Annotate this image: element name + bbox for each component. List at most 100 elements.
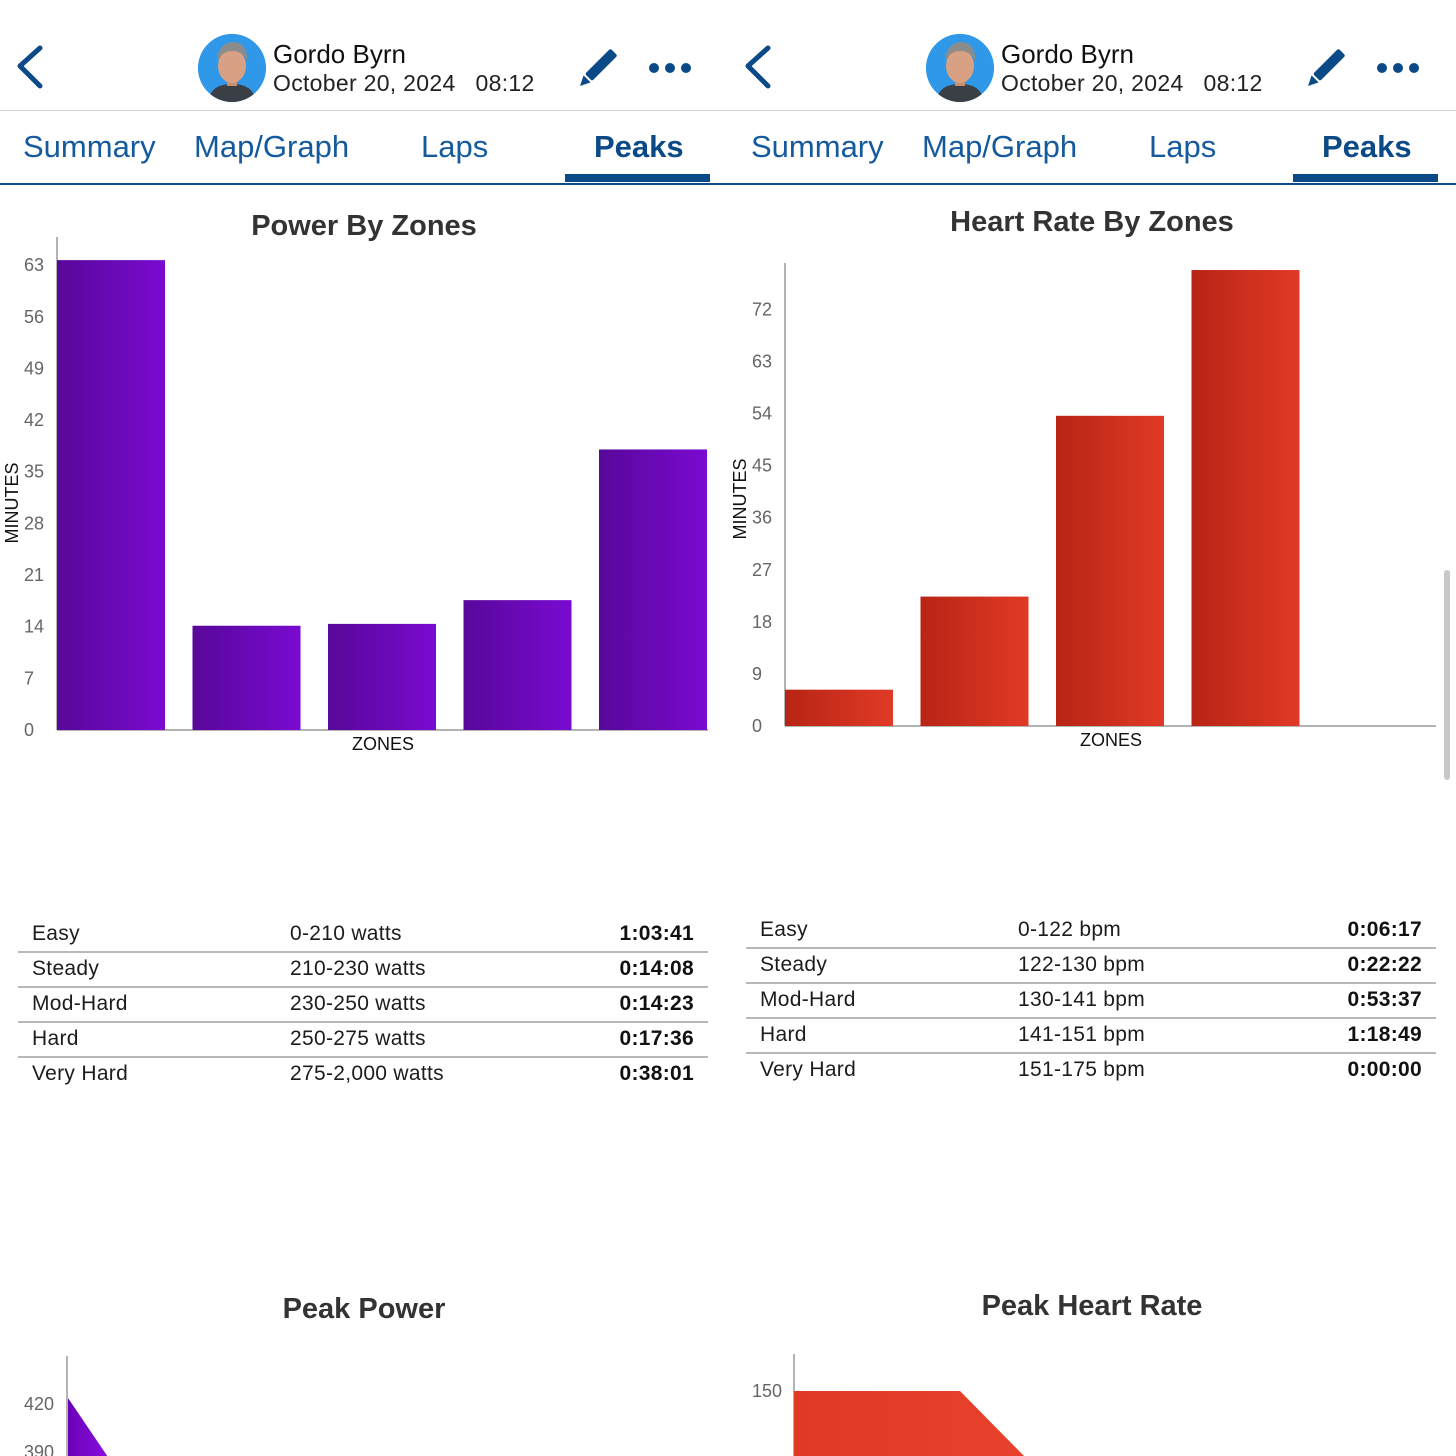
activity-tabs: Summary Map/Graph Laps Peaks [0,111,728,185]
back-icon[interactable] [742,40,778,96]
zone-duration: 0:00:00 [1347,1058,1422,1081]
y-tick-label: 9 [752,664,762,684]
user-name: Gordo Byrn [1001,39,1134,69]
y-tick-label: 150 [752,1381,782,1401]
tab-summary[interactable]: Summary [751,129,884,164]
zone-range: 250-275 watts [290,1027,426,1050]
bar-mod-hard [328,623,436,730]
chart-title: Power By Zones [251,210,477,242]
x-axis-title: ZONES [1080,730,1142,750]
zone-duration: 0:14:23 [619,992,694,1015]
bar-hard [463,600,572,730]
zone-name: Very Hard [32,1062,129,1085]
tab-summary[interactable]: Summary [23,129,156,164]
activity-panel-power: Gordo Byrn October 20, 2024 08:12 Summary… [0,0,728,1456]
table-row: Very Hard 151-175 bpm 0:00:00 [746,1052,1436,1087]
y-tick-label: 0 [752,716,762,736]
more-options-icon[interactable] [646,52,694,84]
y-tick-label: 42 [24,410,44,430]
y-tick-label: 63 [752,352,772,372]
tab-laps[interactable]: Laps [421,129,489,164]
avatar-photo [926,34,994,102]
zone-range: 275-2,000 watts [290,1062,444,1085]
tab-peaks[interactable]: Peaks [594,129,684,164]
power-zones-table: Easy 0-210 watts 1:03:41 Steady 210-230 watt… [18,918,708,1091]
zone-duration: 0:53:37 [1347,988,1422,1011]
pencil-icon[interactable] [1300,44,1350,94]
bar-easy [785,689,893,726]
y-tick-label: 27 [752,560,772,580]
y-axis-title: MINUTES [730,459,750,540]
y-tick-label: 72 [752,299,772,319]
avatar[interactable] [926,34,994,102]
y-tick-label: 0 [24,720,34,740]
y-tick-label: 45 [752,456,772,476]
peak-power-area [68,1398,108,1456]
y-tick-label: 18 [752,612,772,632]
activity-time: 08:12 [475,70,535,96]
user-name: Gordo Byrn [273,39,406,69]
scrollbar[interactable] [1444,570,1450,780]
bar-steady [920,596,1029,726]
zone-range: 141-151 bpm [1018,1023,1146,1046]
table-row: Steady 122-130 bpm 0:22:22 [746,947,1436,982]
zone-name: Easy [760,918,808,941]
y-tick-label: 49 [24,358,44,378]
peak-power-chart: 420 390 [24,1356,108,1456]
heart-rate-zones-chart: 0 9 18 27 36 45 54 63 72 ZONES MINUTES [730,263,1436,750]
zone-range: 0-122 bpm [1018,918,1122,941]
activity-datetime: October 20, 2024 08:12 [1001,70,1283,97]
zone-name: Mod-Hard [32,992,128,1015]
avatar-photo [198,34,266,102]
tab-map-graph[interactable]: Map/Graph [922,129,1078,164]
table-row: Very Hard 275-2,000 watts 0:38:01 [18,1056,708,1091]
table-row: Steady 210-230 watts 0:14:08 [18,951,708,986]
tab-map-graph[interactable]: Map/Graph [194,129,350,164]
activity-datetime: October 20, 2024 08:12 [273,70,555,97]
activity-header: Gordo Byrn October 20, 2024 08:12 [728,0,1456,111]
bar-easy [57,260,165,730]
activity-tabs: Summary Map/Graph Laps Peaks [728,111,1456,185]
chart-title: Heart Rate By Zones [950,206,1234,238]
tab-peaks[interactable]: Peaks [1322,129,1412,164]
peak-heart-rate-chart: 150 [752,1354,1025,1456]
zone-name: Steady [760,953,828,976]
activity-header: Gordo Byrn October 20, 2024 08:12 [0,0,728,111]
zone-range: 130-141 bpm [1018,988,1146,1011]
activity-panel-heart-rate: Gordo Byrn October 20, 2024 08:12 Summary… [728,0,1456,1456]
zone-duration: 0:14:08 [619,957,694,980]
power-zones-chart: 0 7 14 21 28 35 42 49 56 63 ZONES MINUTES [2,237,708,754]
y-tick-label: 420 [24,1394,54,1414]
zone-range: 230-250 watts [290,992,426,1015]
y-tick-label: 54 [752,404,772,424]
tab-laps[interactable]: Laps [1149,129,1217,164]
active-tab-indicator [565,174,710,182]
back-icon[interactable] [14,40,50,96]
bar-very-hard [599,449,707,730]
y-tick-label: 21 [24,565,44,585]
bar-hard [1191,270,1300,726]
zone-range: 210-230 watts [290,957,426,980]
pencil-icon[interactable] [572,44,622,94]
y-tick-label: 7 [24,668,34,688]
table-row: Mod-Hard 230-250 watts 0:14:23 [18,986,708,1021]
y-tick-label: 36 [752,508,772,528]
bar-mod-hard [1056,415,1164,726]
y-tick-label: 390 [24,1442,54,1456]
activity-date: October 20, 2024 [273,70,456,96]
y-tick-label: 28 [24,513,44,533]
table-row: Easy 0-122 bpm 0:06:17 [746,914,1436,947]
more-options-icon[interactable] [1374,52,1422,84]
zone-name: Hard [760,1023,807,1046]
y-tick-label: 63 [24,255,44,275]
zone-duration: 1:18:49 [1347,1023,1422,1046]
heart-rate-zones-table: Easy 0-122 bpm 0:06:17 Steady 122-130 bpm 0:2… [746,914,1436,1087]
activity-time: 08:12 [1203,70,1263,96]
table-row: Mod-Hard 130-141 bpm 0:53:37 [746,982,1436,1017]
y-tick-label: 35 [24,462,44,482]
zone-name: Mod-Hard [760,988,856,1011]
table-row: Hard 141-151 bpm 1:18:49 [746,1017,1436,1052]
zone-duration: 0:06:17 [1347,918,1422,941]
avatar[interactable] [198,34,266,102]
zone-duration: 0:22:22 [1347,953,1422,976]
